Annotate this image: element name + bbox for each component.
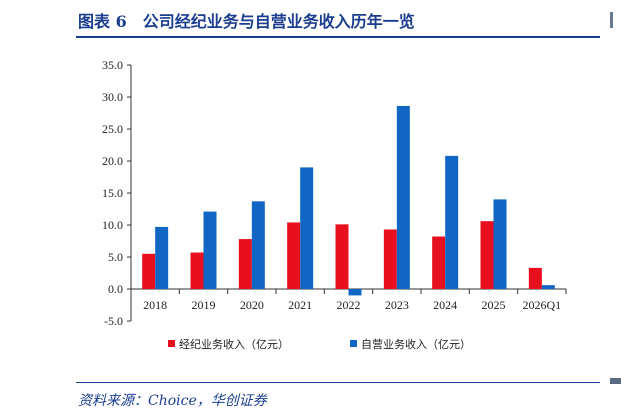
x-tick-label: 2021 [288, 298, 312, 312]
page-edge-mark-top [610, 12, 613, 28]
y-tick-label: 10.0 [102, 218, 123, 232]
title-rule [76, 36, 600, 38]
source-rule [76, 382, 600, 383]
bar-brokerage-2026Q1 [528, 267, 542, 289]
bar-proprietary-2025 [493, 199, 507, 289]
legend-label-proprietary: 自营业务收入（亿元） [361, 337, 471, 351]
x-tick-label: 2019 [192, 298, 216, 312]
figure-title: 图表 6 公司经纪业务与自营业务收入历年一览 [78, 12, 415, 31]
y-tick-label: 15.0 [102, 186, 123, 200]
bar-brokerage-2024 [432, 236, 446, 289]
source-note: 资料来源：Choice，华创证券 [78, 393, 267, 409]
bar-proprietary-2019 [203, 211, 217, 289]
bar-brokerage-2022 [335, 224, 349, 289]
x-tick-label: 2026Q1 [522, 298, 561, 312]
y-tick-label: -5.0 [104, 314, 123, 328]
x-tick-label: 2018 [143, 298, 167, 312]
y-tick-label: 0.0 [108, 282, 123, 296]
bar-brokerage-2019 [190, 252, 204, 289]
y-tick-label: 30.0 [102, 90, 123, 104]
bar-brokerage-2018 [142, 253, 156, 289]
y-tick-label: 35.0 [102, 58, 123, 72]
bar-proprietary-2023 [396, 105, 410, 290]
y-tick-label: 20.0 [102, 154, 123, 168]
bar-proprietary-2020 [251, 201, 265, 289]
legend-swatch-brokerage [168, 340, 175, 347]
bar-proprietary-2021 [300, 167, 314, 289]
legend-label-brokerage: 经纪业务收入（亿元） [179, 337, 289, 351]
x-tick-label: 2020 [240, 298, 264, 312]
bar-proprietary-2022 [348, 289, 362, 296]
legend-swatch-proprietary [350, 340, 357, 347]
figure-header: 图表 6 公司经纪业务与自营业务收入历年一览 [0, 0, 600, 40]
x-tick-label: 2024 [433, 298, 457, 312]
y-tick-label: 5.0 [108, 250, 123, 264]
bar-brokerage-2021 [287, 222, 301, 289]
bar-proprietary-2018 [155, 226, 169, 289]
page-edge-mark-bottom [610, 378, 621, 384]
bar-brokerage-2023 [383, 229, 397, 289]
x-tick-label: 2025 [482, 298, 506, 312]
bar-proprietary-2026Q1 [541, 285, 555, 289]
x-tick-label: 2022 [337, 298, 361, 312]
bar-brokerage-2025 [480, 221, 494, 289]
bar-brokerage-2020 [238, 239, 252, 289]
chart-area: -5.0 0.0 5.0 10.0 15.0 20.0 25.0 30.0 35.0 2018 20… [102, 58, 567, 351]
y-tick-label: 25.0 [102, 122, 123, 136]
x-tick-label: 2023 [385, 298, 409, 312]
bar-proprietary-2024 [445, 155, 459, 289]
